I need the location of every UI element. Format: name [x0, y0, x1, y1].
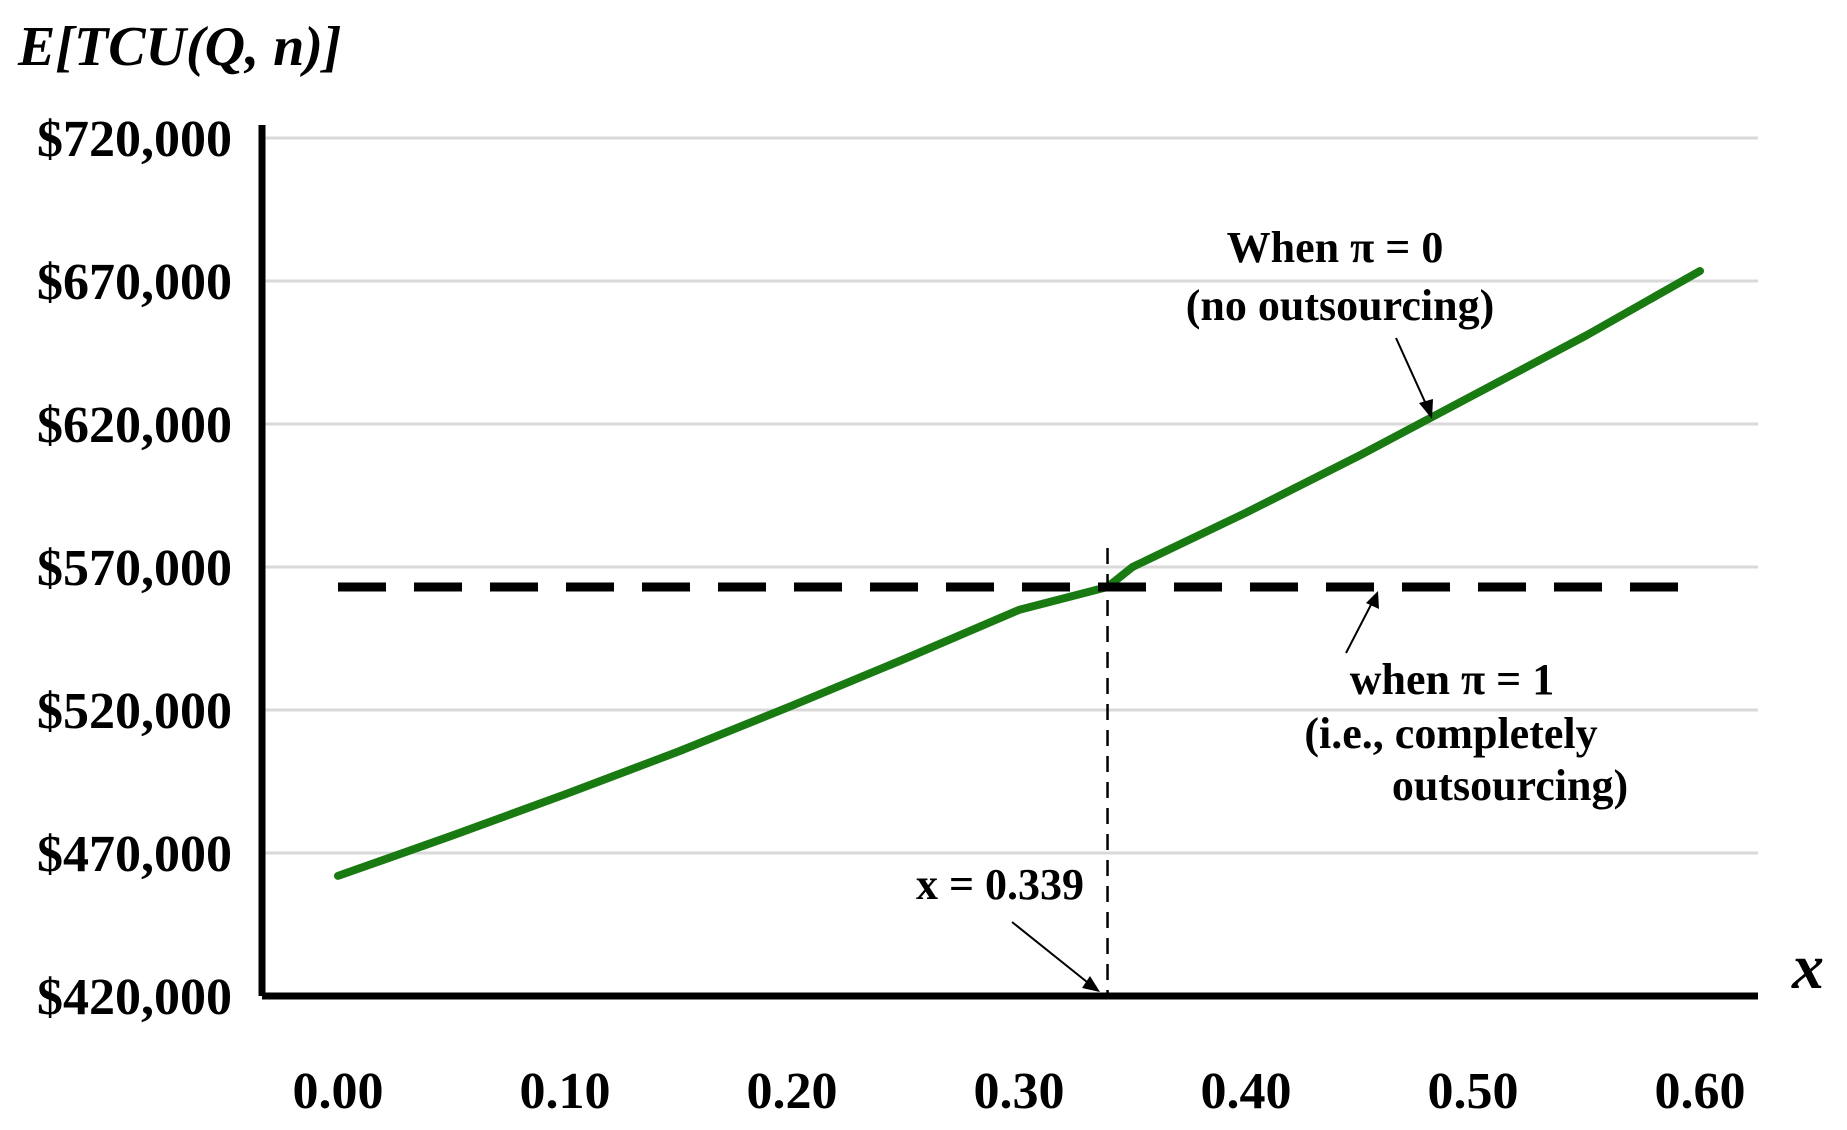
y-tick-label: $620,000 [37, 397, 232, 454]
series [334, 267, 1704, 880]
pi0-label-line2: (no outsourcing) [1186, 281, 1494, 330]
axes [258, 125, 1758, 1000]
x-tick-label: 0.00 [293, 1063, 384, 1120]
pi0-arrowhead [1419, 399, 1433, 419]
x-tick-label: 0.10 [520, 1063, 611, 1120]
pi1-arrow [1345, 596, 1376, 654]
intersection-arrow [1011, 921, 1093, 987]
x-tick-label: 0.30 [974, 1063, 1065, 1120]
x-axis-label: x [1791, 931, 1824, 1002]
x-tick-label: 0.20 [747, 1063, 838, 1120]
pi1-label-line2: (i.e., completely [1304, 709, 1597, 758]
x-tick-labels: 0.00 0.10 0.20 0.30 0.40 0.50 0.60 [293, 1063, 1746, 1120]
intersection-label: x = 0.339 [916, 860, 1084, 909]
pi1-label-line3: outsourcing) [1392, 761, 1628, 810]
y-tick-label: $420,000 [37, 969, 232, 1026]
y-tick-label: $670,000 [37, 254, 232, 311]
annotations: E[TCU(Q, n)] x When π = 0 (no outsourcin… [17, 16, 1824, 1002]
pi0-arrow [1395, 337, 1431, 414]
y-tick-labels: $720,000 $670,000 $620,000 $570,000 $520,000… [37, 111, 232, 1026]
gridlines [262, 136, 1758, 855]
x-tick-label: 0.40 [1201, 1063, 1292, 1120]
y-tick-label: $570,000 [37, 540, 232, 597]
pi0-label-line1: When π = 0 [1227, 223, 1444, 272]
pi1-label-line1: when π = 1 [1350, 655, 1554, 704]
series-line-no-outsourcing [334, 267, 1704, 880]
intersection-arrowhead [1082, 976, 1100, 992]
y-tick-label: $520,000 [37, 683, 232, 740]
y-tick-label: $720,000 [37, 111, 232, 168]
x-tick-label: 0.60 [1655, 1063, 1746, 1120]
pi1-arrowhead [1366, 591, 1379, 609]
y-tick-label: $470,000 [37, 826, 232, 883]
x-tick-label: 0.50 [1428, 1063, 1519, 1120]
y-axis-label: E[TCU(Q, n)] [17, 16, 342, 78]
